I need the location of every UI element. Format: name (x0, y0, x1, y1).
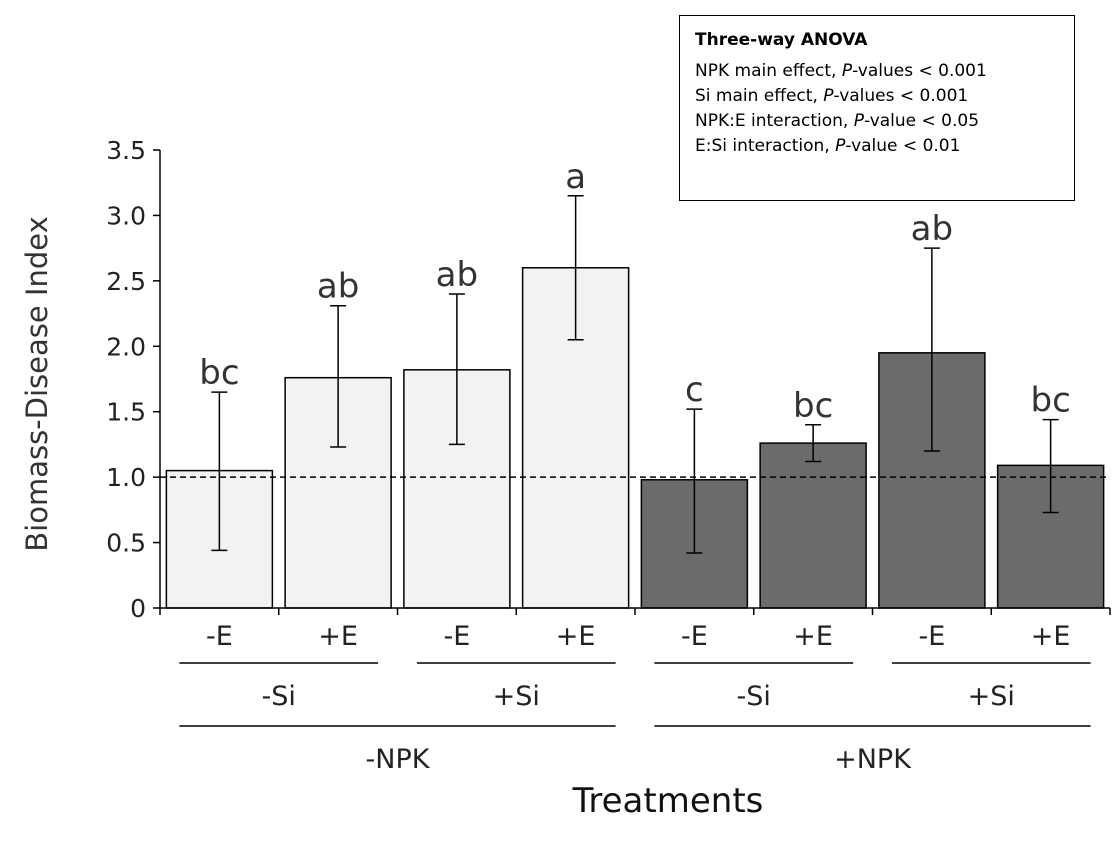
significance-letter: ab (911, 209, 953, 249)
anova-p-symbol: P (841, 61, 853, 81)
significance-letter: c (685, 370, 704, 410)
anova-line-text: -values < 0.001 (852, 61, 987, 81)
anova-p-symbol: P (823, 86, 834, 106)
npk-level-label: +NPK (834, 744, 912, 775)
x-tick-label: -E (443, 621, 470, 652)
bars-layer (165, 267, 1105, 609)
significance-letter: bc (793, 386, 833, 426)
y-tick-label: 0 (130, 594, 146, 623)
anova-p-symbol: P (853, 111, 865, 131)
y-tick-label: 2.5 (106, 267, 146, 296)
significance-letter: ab (436, 255, 478, 295)
anova-p-symbol: P (835, 136, 846, 156)
error-bars-layer (211, 195, 1059, 554)
anova-line-text: -values < 0.001 (833, 86, 969, 106)
anova-line-text: NPK main effect, (695, 61, 842, 81)
x-tick-label: +E (318, 621, 358, 652)
npk-level-label: -NPK (366, 744, 431, 775)
y-axis: 0 0.5 1.0 1.5 2.0 2.5 3.0 3.5 (106, 136, 161, 623)
x-axis: -E +E -E +E -E +E -E +E -Si +Si -Si +Si -NPK +NPK (159, 607, 1111, 775)
significance-letter: ab (317, 267, 359, 307)
anova-title: Three-way ANOVA (695, 30, 868, 50)
x-tick-label: -E (206, 621, 233, 652)
anova-line: E:Si interaction, P-value < 0.01 (695, 134, 1074, 159)
anova-line-text: Si main effect, (695, 86, 824, 106)
anova-line: NPK:E interaction, P-value < 0.05 (695, 109, 1074, 134)
si-level-label: -Si (262, 681, 296, 712)
anova-line-text: -value < 0.01 (845, 136, 961, 156)
x-tick-label: +E (793, 621, 833, 652)
anova-line-text: NPK:E interaction, (695, 111, 854, 131)
y-tick-label: 1.5 (106, 398, 146, 427)
significance-letter: bc (199, 353, 239, 393)
si-level-label: -Si (737, 681, 771, 712)
significance-letter: a (565, 157, 586, 197)
y-axis-label: Biomass-Disease Index (20, 216, 54, 552)
anova-line: NPK main effect, P-values < 0.001 (695, 59, 1074, 84)
significance-letters-layer: bc ab ab a c bc ab bc (199, 157, 1071, 426)
anova-line: Si main effect, P-values < 0.001 (695, 84, 1074, 109)
significance-letter: bc (1030, 381, 1070, 421)
si-level-label: +Si (493, 681, 540, 712)
y-tick-label: 3.0 (106, 201, 146, 230)
y-tick-label: 3.5 (106, 136, 146, 165)
x-tick-label: -E (681, 621, 708, 652)
anova-line-text: -value < 0.05 (864, 111, 980, 131)
y-tick-label: 2.0 (106, 332, 146, 361)
x-tick-label: +E (556, 621, 596, 652)
y-tick-label: 0.5 (106, 529, 146, 558)
y-tick-label: 1.0 (106, 463, 146, 492)
x-tick-label: +E (1031, 621, 1071, 652)
bar (759, 442, 867, 609)
anova-line-text: E:Si interaction, (695, 136, 836, 156)
x-axis-label: Treatments (572, 781, 764, 821)
si-level-label: +Si (968, 681, 1015, 712)
x-tick-label: -E (918, 621, 945, 652)
anova-legend-box: Three-way ANOVA NPK main effect, P-value… (679, 15, 1075, 201)
